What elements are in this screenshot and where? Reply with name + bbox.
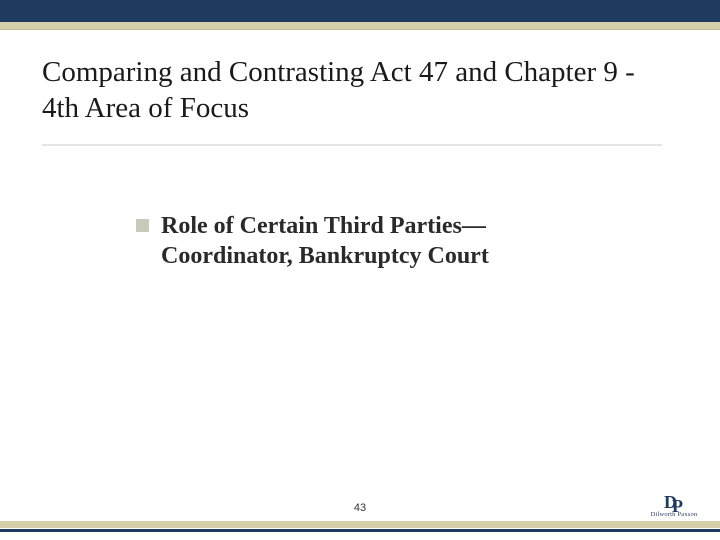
top-tan-bar: [0, 22, 720, 30]
logo-mark: DP: [664, 495, 684, 510]
bottom-tan-bar: [0, 521, 720, 528]
bullet-square-icon: [136, 219, 149, 232]
brand-logo: DP Dilworth Paxson: [642, 482, 706, 518]
bullet-item: Role of Certain Third Parties—Coordinato…: [136, 211, 678, 272]
slide-title: Comparing and Contrasting Act 47 and Cha…: [42, 54, 678, 127]
slide-body: Comparing and Contrasting Act 47 and Cha…: [0, 30, 720, 272]
bullet-text: Role of Certain Third Parties—Coordinato…: [161, 211, 601, 272]
title-underline: [42, 144, 662, 146]
top-navy-bar: [0, 0, 720, 22]
logo-letter-p: P: [672, 496, 681, 516]
bullet-list: Role of Certain Third Parties—Coordinato…: [42, 211, 678, 272]
page-number: 43: [0, 502, 720, 514]
bottom-navy-line: [0, 529, 720, 532]
